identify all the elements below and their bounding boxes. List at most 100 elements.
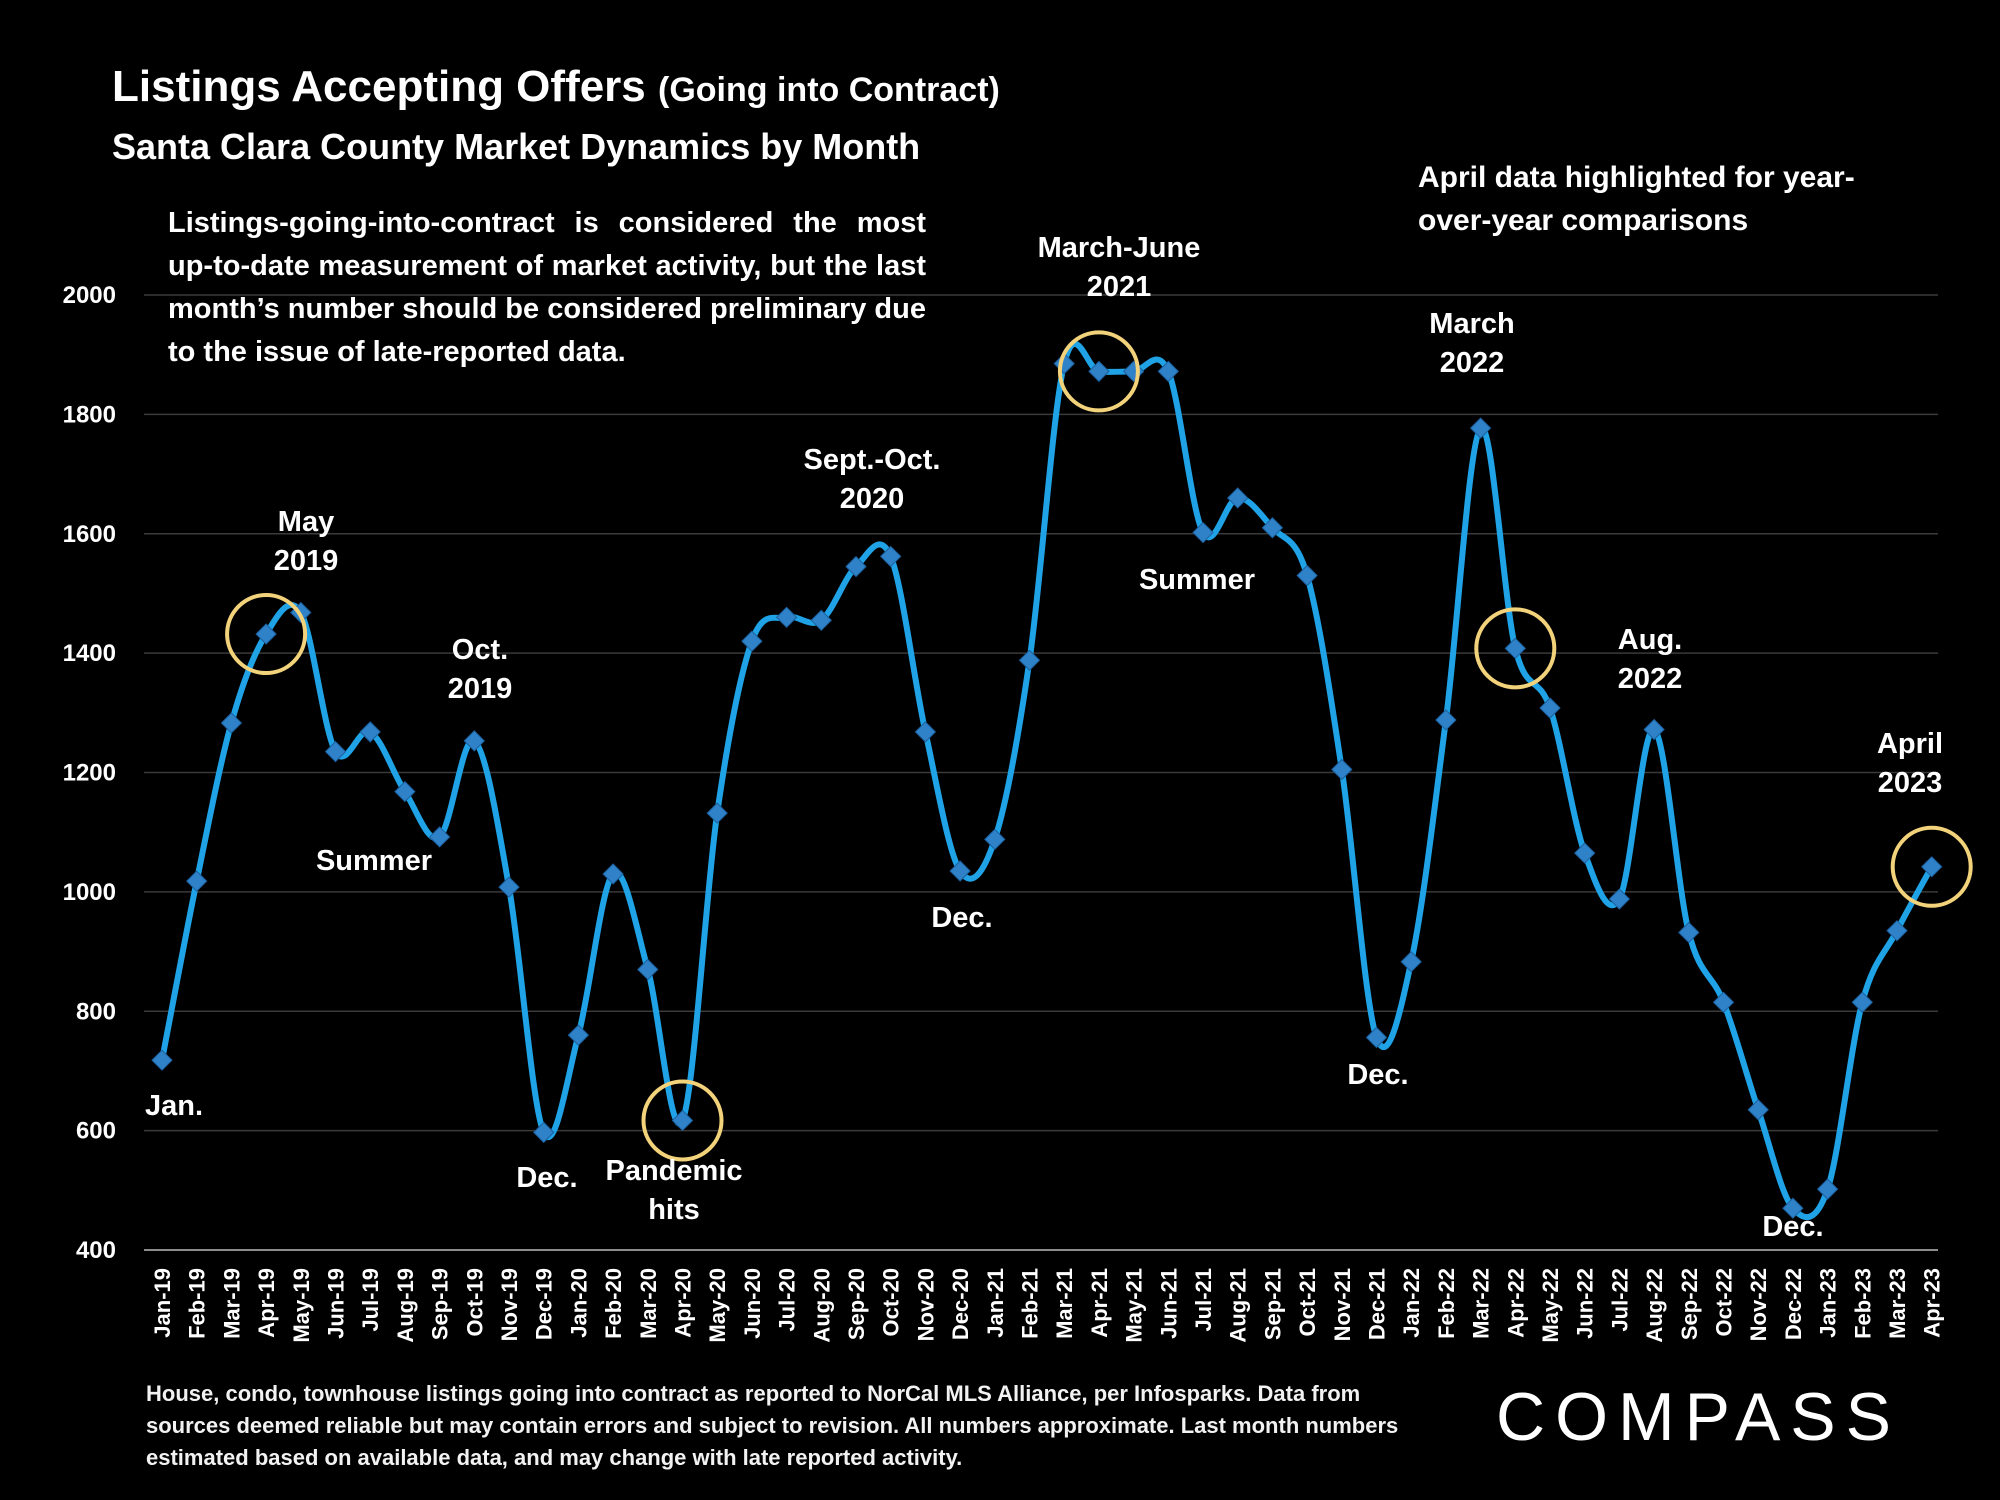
data-point-Apr-19 xyxy=(255,623,277,645)
x-tick-label: Nov-19 xyxy=(497,1268,522,1341)
annotation-label: Dec. xyxy=(1762,1211,1823,1243)
x-tick-label: May-20 xyxy=(705,1268,730,1343)
compass-logo: COMPASS xyxy=(1496,1379,1902,1455)
data-point-Mar-19 xyxy=(220,712,243,734)
y-axis-ticks: 400 600 800 1000 1200 1400 1600 1800 2000 xyxy=(63,282,116,1264)
annotation-label: Oct. 2019 xyxy=(448,634,513,705)
x-tick-label: Feb-21 xyxy=(1018,1268,1043,1339)
x-tick-label: Nov-21 xyxy=(1330,1268,1355,1341)
y-tick-label: 400 xyxy=(76,1237,116,1264)
y-tick-label: 600 xyxy=(76,1118,116,1145)
x-tick-label: Mar-23 xyxy=(1885,1268,1910,1339)
x-axis-ticks: Jan-19 Feb-19 Mar-19 Apr-19 May-19 Jun-19 Jul-… xyxy=(150,1268,1945,1343)
annotation-label: April 2023 xyxy=(1877,728,1943,799)
data-point-May-20 xyxy=(706,802,728,824)
data-point-Feb-23 xyxy=(1851,991,1874,1014)
x-tick-label: Oct-22 xyxy=(1712,1268,1737,1336)
title-main: Listings Accepting Offers xyxy=(112,62,646,111)
x-tick-label: Oct-20 xyxy=(879,1268,904,1336)
data-point-Sep-21 xyxy=(1261,517,1284,539)
annotation-label: Aug. 2022 xyxy=(1618,624,1683,695)
y-tick-label: 1800 xyxy=(63,401,116,428)
data-point-Dec-21 xyxy=(1365,1026,1388,1049)
x-tick-label: Jun-20 xyxy=(740,1268,765,1339)
data-point-Sep-19 xyxy=(428,826,451,848)
data-point-Feb-22 xyxy=(1435,709,1457,731)
highlight-circle-Apr-23 xyxy=(1890,825,1973,908)
y-tick-label: 1000 xyxy=(63,879,116,906)
annotation-label: Dec. xyxy=(931,902,992,934)
x-tick-label: Dec-19 xyxy=(532,1268,557,1340)
x-tick-label: Sep-19 xyxy=(428,1268,453,1340)
data-point-Dec-19 xyxy=(532,1121,555,1144)
x-tick-label: Apr-23 xyxy=(1920,1268,1945,1338)
annotation-label: Dec. xyxy=(1347,1059,1408,1091)
highlight-circle-Apr-22 xyxy=(1474,607,1557,690)
data-point-Oct-21 xyxy=(1296,564,1318,587)
x-tick-label: Jun-19 xyxy=(324,1268,349,1339)
annotation-label: Sept.-Oct. 2020 xyxy=(804,444,941,515)
series-line xyxy=(159,341,1935,1220)
data-point-Feb-21 xyxy=(1018,649,1041,671)
grid-lines xyxy=(144,294,1938,1251)
data-point-Jan-21 xyxy=(984,828,1006,851)
x-tick-label: Aug-21 xyxy=(1226,1268,1251,1343)
x-tick-label: Aug-20 xyxy=(809,1268,834,1343)
data-point-Jan-19 xyxy=(151,1049,173,1071)
x-tick-label: Jan-20 xyxy=(566,1268,591,1338)
chart-title: Listings Accepting Offers (Going into Co… xyxy=(112,62,1000,112)
x-tick-label: Jul-22 xyxy=(1607,1268,1632,1332)
annotation-label: March-June 2021 xyxy=(1038,232,1201,303)
x-tick-label: Feb-19 xyxy=(185,1268,210,1339)
april-highlights xyxy=(225,330,1973,1162)
data-point-Apr-23 xyxy=(1920,856,1943,878)
x-tick-label: Feb-23 xyxy=(1850,1268,1875,1339)
april-highlight-note: April data highlighted for year-over-yea… xyxy=(1418,161,1855,237)
data-point-Nov-20 xyxy=(914,721,937,743)
x-tick-label: Jan-19 xyxy=(150,1268,175,1338)
data-point-Jun-20 xyxy=(741,630,763,652)
x-tick-label: Apr-19 xyxy=(254,1268,279,1338)
data-point-Oct-19 xyxy=(463,730,486,752)
x-tick-label: May-19 xyxy=(289,1268,314,1343)
x-tick-label: Jul-21 xyxy=(1191,1268,1216,1332)
chart-annotations: Jan. May 2019 Summer Oct. 2019 Dec. Pandemic hit… xyxy=(145,232,1943,1243)
x-tick-label: Aug-22 xyxy=(1642,1268,1667,1343)
data-point-May-21 xyxy=(1122,360,1145,383)
data-point-Aug-20 xyxy=(810,609,833,632)
data-point-Aug-22 xyxy=(1643,718,1665,741)
annotation-label: May 2019 xyxy=(274,506,339,577)
data-point-Sep-22 xyxy=(1678,921,1700,944)
data-markers xyxy=(151,352,1943,1219)
data-point-Jul-21 xyxy=(1192,521,1214,544)
x-tick-label: Jul-19 xyxy=(358,1268,383,1332)
data-point-Jan-23 xyxy=(1816,1178,1839,1200)
x-tick-label: Sep-22 xyxy=(1677,1268,1702,1340)
x-tick-label: Jul-20 xyxy=(775,1268,800,1332)
x-tick-label: Sep-21 xyxy=(1260,1268,1285,1340)
preliminary-note: Listings-going-into-contract is consider… xyxy=(168,207,926,368)
highlight-circle-Apr-21 xyxy=(1057,330,1140,413)
title-suffix: (Going into Contract) xyxy=(658,71,1000,109)
annotation-label: Pandemic hits xyxy=(606,1155,743,1226)
annotation-label: Dec. xyxy=(516,1162,577,1194)
line-chart: 400 600 800 1000 1200 1400 1600 1800 2000 Jan-19… xyxy=(63,232,1973,1343)
x-tick-label: May-21 xyxy=(1122,1268,1147,1343)
data-point-Nov-19 xyxy=(498,876,520,898)
x-tick-label: Mar-21 xyxy=(1052,1268,1077,1339)
data-point-Jan-20 xyxy=(567,1024,590,1046)
x-tick-label: Nov-22 xyxy=(1746,1268,1771,1341)
data-point-Mar-22 xyxy=(1469,417,1492,439)
data-point-Feb-19 xyxy=(185,870,208,892)
annotation-label: March 2022 xyxy=(1429,308,1514,379)
x-tick-label: Aug-19 xyxy=(393,1268,418,1343)
data-point-Jul-19 xyxy=(359,721,381,743)
x-tick-label: Dec-20 xyxy=(948,1268,973,1340)
data-point-Mar-23 xyxy=(1886,919,1908,942)
x-tick-label: Feb-20 xyxy=(601,1268,626,1339)
highlight-circle-Apr-20 xyxy=(641,1079,724,1162)
chart-subtitle: Santa Clara County Market Dynamics by Mo… xyxy=(112,126,921,167)
x-tick-label: Nov-20 xyxy=(913,1268,938,1341)
data-point-Jun-21 xyxy=(1157,360,1180,383)
data-point-Dec-22 xyxy=(1782,1197,1804,1219)
